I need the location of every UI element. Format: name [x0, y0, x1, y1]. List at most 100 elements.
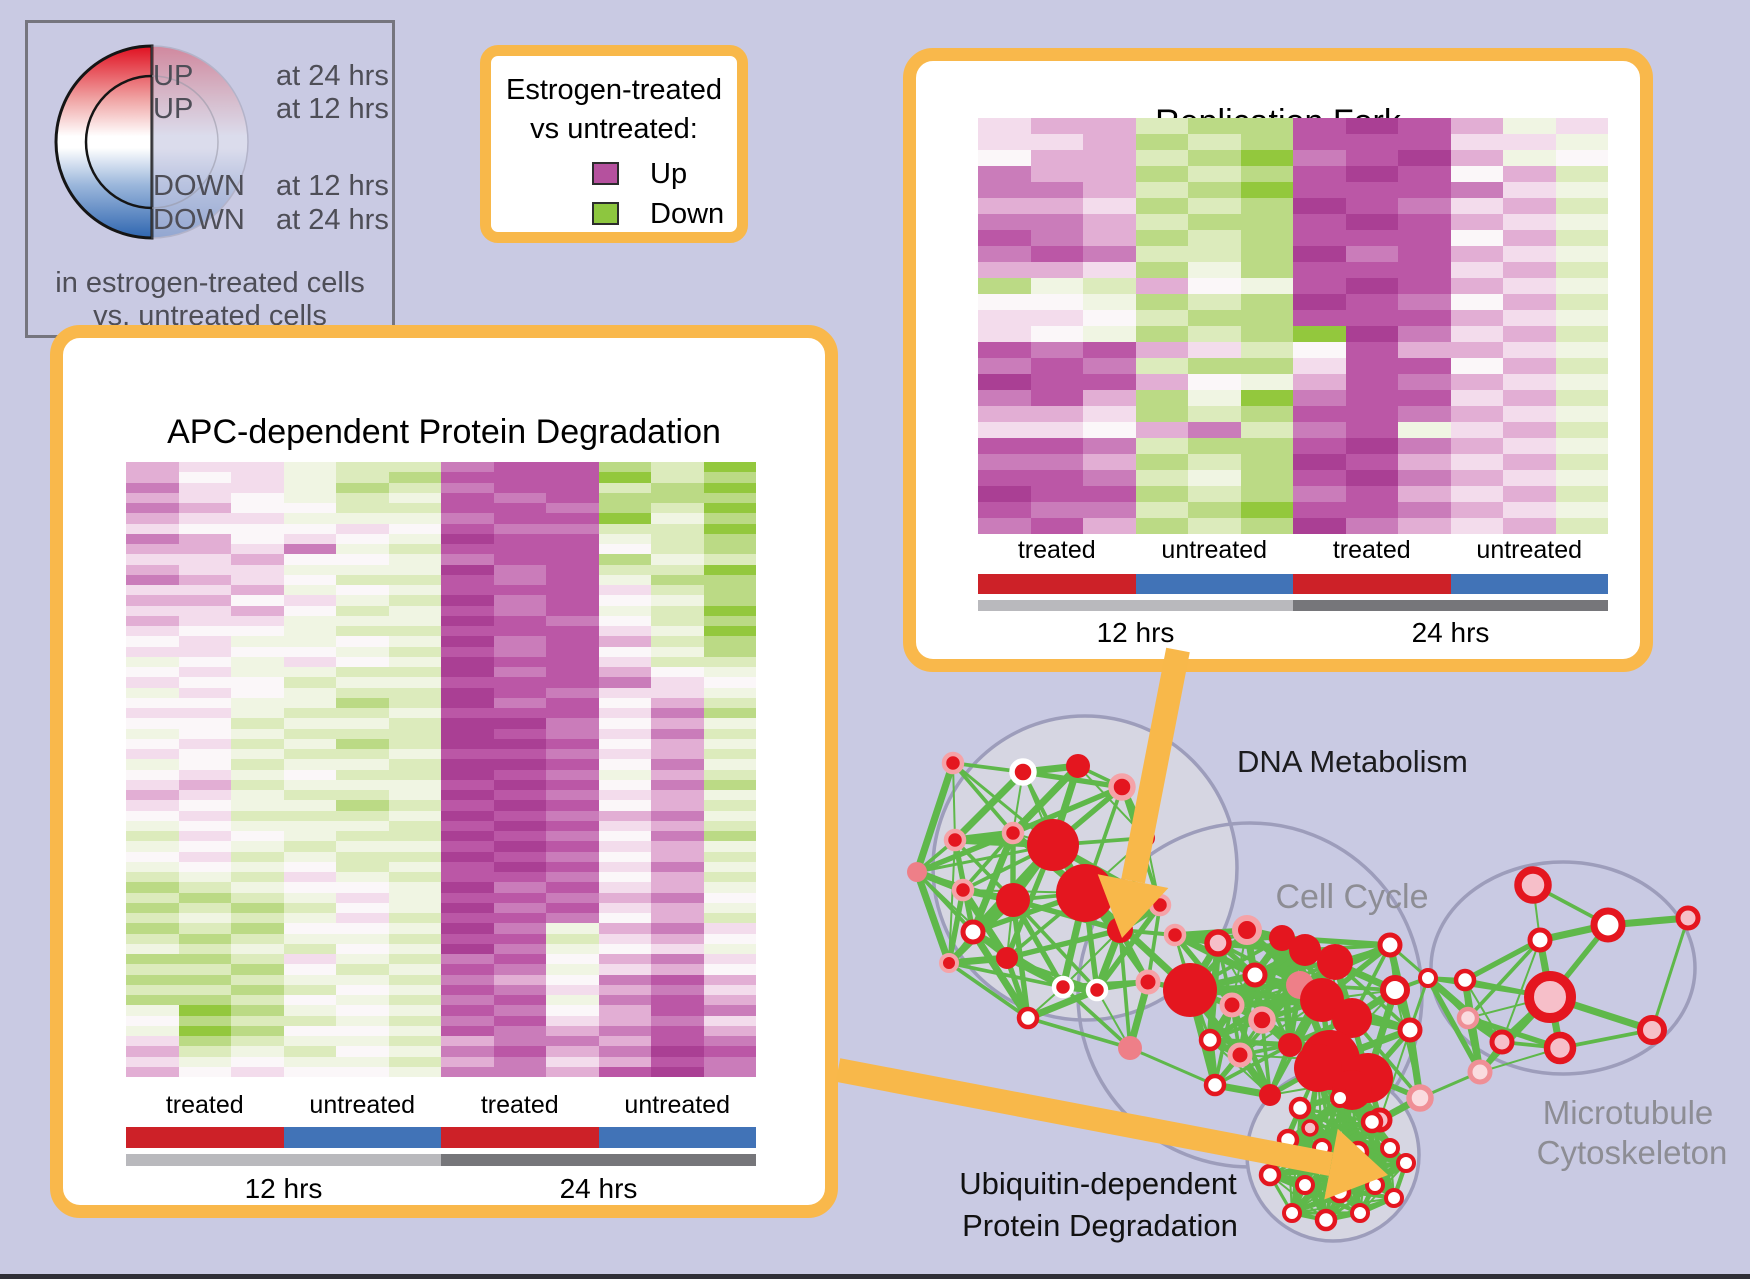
heatmap-cell	[703, 861, 756, 873]
network-node	[960, 919, 986, 945]
heatmap-cell	[493, 585, 547, 596]
heatmap-cell	[1450, 406, 1504, 423]
heatmap-cell	[388, 851, 442, 863]
heatmap-cell	[441, 472, 495, 484]
replication-time-labels: 12 hrs 24 hrs	[978, 617, 1608, 649]
heatmap-cell	[598, 462, 652, 473]
heatmap-cell	[126, 626, 180, 637]
heatmap-cell	[231, 1025, 285, 1037]
heatmap-cell	[1240, 374, 1294, 391]
heatmap-cell	[1503, 246, 1557, 263]
heatmap-cell	[336, 626, 390, 637]
heatmap-cell	[441, 974, 495, 986]
heatmap-cell	[1030, 518, 1084, 534]
heatmap-cell	[598, 995, 652, 1006]
heatmap-cell	[1188, 150, 1242, 167]
heatmap-cell	[546, 687, 600, 699]
heatmap-cell	[231, 984, 285, 996]
network-edge	[1027, 1016, 1131, 1050]
heatmap-cell	[1503, 518, 1557, 534]
apc-condition-strip	[126, 1127, 756, 1148]
heatmap-cell	[231, 964, 285, 976]
heatmap-cell	[1083, 230, 1137, 247]
heatmap-cell	[493, 503, 547, 514]
heatmap-cell	[336, 564, 390, 576]
heatmap-cell	[126, 984, 180, 996]
heatmap-cell	[978, 390, 1032, 407]
heatmap-cell	[336, 769, 390, 781]
heatmap-cell	[1345, 182, 1399, 199]
heatmap-cell	[598, 1066, 652, 1077]
time-strip-segment	[978, 600, 1293, 611]
heatmap-cell	[703, 615, 756, 627]
heatmap-cell	[1293, 134, 1347, 151]
heatmap-cell	[703, 995, 756, 1006]
network-node	[1289, 934, 1321, 966]
heatmap-cell	[283, 636, 337, 648]
heatmap-cell	[231, 1066, 285, 1077]
network-edge	[1118, 929, 1132, 1049]
heatmap-cell	[1398, 150, 1452, 167]
heatmap-cell	[598, 1036, 652, 1047]
heatmap-cell	[1345, 310, 1399, 327]
heatmap-cell	[126, 677, 180, 689]
heatmap-cell	[703, 841, 756, 853]
heatmap-cell	[1083, 198, 1137, 215]
heatmap-cell	[703, 533, 756, 545]
heatmap-cell	[283, 697, 337, 709]
heatmap-cell	[178, 933, 232, 945]
heatmap-cell	[1188, 454, 1242, 471]
heatmap-cell	[493, 472, 547, 484]
heatmap-cell	[126, 595, 180, 607]
heatmap-cell	[1135, 358, 1189, 375]
heatmap-cell	[178, 656, 232, 668]
heatmap-cell	[336, 738, 390, 750]
heatmap-cell	[1030, 374, 1084, 391]
up-12-label: UP	[153, 93, 194, 125]
network-node	[1312, 1138, 1332, 1158]
heatmap-cell	[126, 779, 180, 791]
heatmap-cell	[283, 738, 337, 750]
network-node	[1027, 819, 1079, 871]
heatmap-cell	[388, 769, 442, 781]
heatmap-cell	[1293, 294, 1347, 311]
heatmap-cell	[231, 943, 285, 955]
network-node	[1314, 1208, 1338, 1232]
heatmap-cell	[1188, 134, 1242, 151]
heatmap-cell	[441, 687, 495, 699]
heatmap-cell	[1030, 358, 1084, 375]
heatmap-cell	[598, 1025, 652, 1037]
heatmap-cell	[336, 1036, 390, 1047]
heatmap-cell	[598, 954, 652, 965]
heatmap-cell	[1135, 118, 1189, 135]
heatmap-cell	[1503, 278, 1557, 295]
heatmap-cell	[598, 769, 652, 781]
heatmap-cell	[336, 964, 390, 976]
heatmap-cell	[703, 1066, 756, 1077]
heatmap-cell	[336, 779, 390, 791]
heatmap-cell	[651, 820, 705, 832]
heatmap-cell	[1135, 438, 1189, 455]
heatmap-cell	[231, 472, 285, 484]
heatmap-cell	[1030, 134, 1084, 151]
updown-legend: Estrogen-treated vs untreated: Up Down	[480, 45, 748, 243]
heatmap-cell	[598, 738, 652, 750]
heatmap-cell	[1240, 246, 1294, 263]
heatmap-cell	[1293, 422, 1347, 439]
heatmap-cell	[1030, 118, 1084, 135]
heatmap-cell	[336, 646, 390, 658]
heatmap-cell	[178, 1025, 232, 1037]
heatmap-cell	[651, 687, 705, 699]
heatmap-cell	[1503, 342, 1557, 359]
down-label: Down	[650, 198, 725, 230]
heatmap-cell	[1240, 326, 1294, 343]
apc-panel-title: APC-dependent Protein Degradation	[167, 413, 721, 451]
heatmap-cell	[1503, 134, 1557, 151]
heatmap-cell	[1398, 422, 1452, 439]
heatmap-cell	[493, 984, 547, 996]
apc-heatmap	[126, 462, 756, 1077]
heatmap-cell	[598, 923, 652, 935]
heatmap-cell	[1188, 214, 1242, 231]
network-node	[1396, 1153, 1416, 1173]
heatmap-cell	[283, 503, 337, 514]
